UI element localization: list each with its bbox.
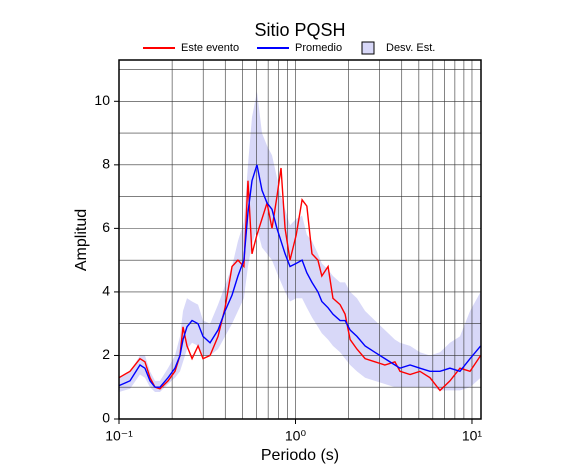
x-tick-label: 10⁰ [285,428,307,444]
y-tick-label: 8 [102,156,110,172]
std-band [119,91,481,392]
x-axis-label: Periodo (s) [261,447,339,464]
legend-label: Este evento [181,42,239,54]
y-tick-label: 4 [102,283,110,299]
series-line [118,164,482,388]
legend-swatch [361,41,375,55]
legend-label: Promedio [295,42,342,54]
chart-title: Sitio PQSH [254,20,345,40]
legend-label: Desv. Est. [386,42,435,54]
y-tick-label: 10 [94,92,110,108]
y-tick-label: 2 [102,346,110,362]
x-tick-label: 10¹ [462,428,483,444]
x-tick-label: 10⁻¹ [105,428,133,444]
plot-frame [118,59,482,420]
y-tick-label: 6 [102,219,110,235]
y-axis-label: Amplitud [73,209,90,271]
y-tick-label: 0 [102,410,110,426]
